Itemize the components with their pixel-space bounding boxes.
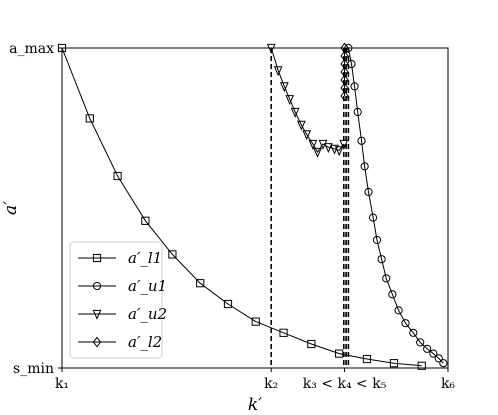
series-line-0 xyxy=(61,47,422,367)
series-0 xyxy=(57,43,426,370)
x-tick-label-0: k₁ xyxy=(55,376,69,392)
point-0-9 xyxy=(307,339,316,349)
point-0-11 xyxy=(362,354,372,364)
axes xyxy=(61,47,449,369)
point-1-5 xyxy=(360,162,369,171)
point-3-6 xyxy=(340,90,349,102)
point-3-0 xyxy=(340,42,349,54)
point-1-4 xyxy=(357,136,366,145)
point-2-3 xyxy=(285,95,295,106)
legend-label-1: a′_u1 xyxy=(128,277,167,295)
point-1-16 xyxy=(423,344,432,353)
tick-labels: k₁ k₂ k₃ < k₄ < k₅ k₆ s_min a_max xyxy=(9,41,455,392)
x-tick-label-1: k₂ xyxy=(264,376,278,392)
point-0-6 xyxy=(223,299,233,309)
plot-area xyxy=(57,42,448,370)
point-2-7 xyxy=(308,139,318,150)
point-0-7 xyxy=(251,317,260,326)
point-0-1 xyxy=(85,114,94,123)
point-3-2 xyxy=(340,58,349,70)
point-1-10 xyxy=(382,274,391,283)
legend-marker-1 xyxy=(92,281,102,291)
point-1-11 xyxy=(388,290,397,299)
point-2-8 xyxy=(313,147,322,158)
point-0-10 xyxy=(335,349,344,358)
point-2-12 xyxy=(334,146,344,157)
point-0-8 xyxy=(279,328,288,337)
point-2-4 xyxy=(290,107,300,118)
legend-label-0: a′_l1 xyxy=(128,249,162,267)
y-axis-label: a′ xyxy=(1,201,21,215)
point-1-12 xyxy=(394,306,403,315)
y-tick-label-1: a_max xyxy=(9,41,54,57)
legend-label-3: a′_l2 xyxy=(128,333,162,351)
point-3-1 xyxy=(340,50,349,62)
y-tick-label-0: s_min xyxy=(13,361,54,377)
series-1 xyxy=(344,43,448,368)
legend-box xyxy=(69,241,163,359)
point-1-8 xyxy=(372,235,382,245)
point-0-3 xyxy=(141,216,150,225)
point-1-2 xyxy=(350,82,359,91)
point-2-6 xyxy=(302,130,312,141)
point-3-3 xyxy=(340,66,349,78)
point-1-17 xyxy=(429,349,438,358)
point-2-2 xyxy=(279,82,289,93)
legend-label-2: a′_u2 xyxy=(128,305,167,323)
point-1-18 xyxy=(434,354,443,363)
point-2-5 xyxy=(296,120,306,131)
series-2 xyxy=(266,43,349,158)
legend: a′_l1 a′_u1 a′_u2 a′_l2 xyxy=(69,241,167,359)
series-line-1 xyxy=(347,47,444,364)
plot-frame xyxy=(61,47,449,369)
point-1-9 xyxy=(377,255,386,264)
point-1-19 xyxy=(439,359,448,368)
point-1-14 xyxy=(409,328,418,337)
x-tick-label-2: k₃ < k₄ < k₅ xyxy=(303,376,387,392)
point-1-6 xyxy=(364,187,373,197)
point-2-10 xyxy=(323,143,333,154)
legend-marker-2 xyxy=(92,309,102,320)
point-3-4 xyxy=(340,74,349,86)
point-1-15 xyxy=(416,338,425,347)
x-axis-label: k′ xyxy=(248,395,262,415)
point-1-7 xyxy=(369,213,378,222)
point-3-5 xyxy=(340,82,349,94)
legend-marker-0 xyxy=(92,253,102,263)
series-3 xyxy=(340,42,349,102)
point-0-4 xyxy=(168,250,177,259)
legend-marker-3 xyxy=(92,336,102,348)
point-0-2 xyxy=(113,171,122,181)
point-1-3 xyxy=(353,107,362,117)
point-0-12 xyxy=(389,359,399,368)
point-0-5 xyxy=(196,279,205,288)
point-1-13 xyxy=(401,319,410,328)
point-2-1 xyxy=(273,66,283,77)
point-0-13 xyxy=(417,361,426,370)
x-tick-label-3: k₆ xyxy=(441,376,455,392)
point-2-13 xyxy=(339,139,349,150)
